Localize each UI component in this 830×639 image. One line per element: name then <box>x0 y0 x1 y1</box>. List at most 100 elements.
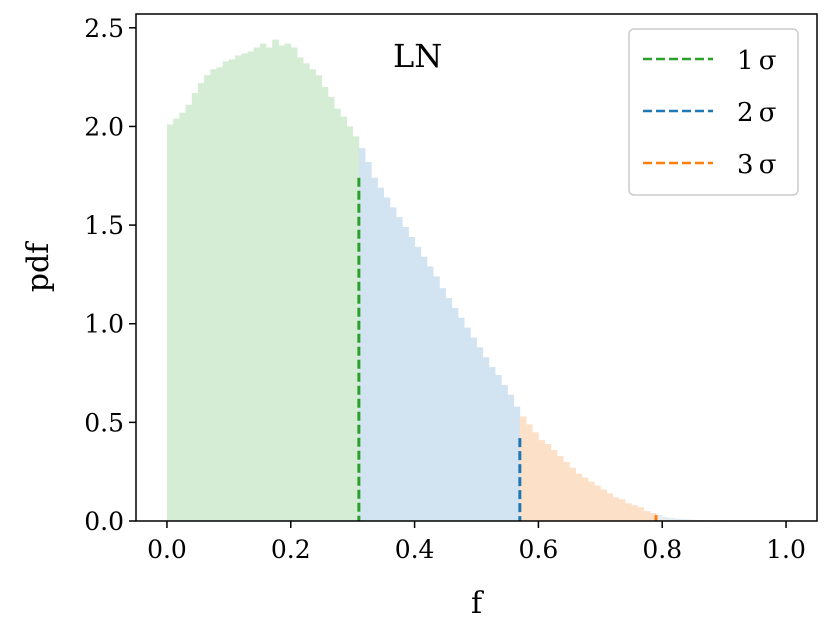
histogram-bar <box>414 246 422 521</box>
histogram-bar <box>340 116 347 522</box>
x-tick-label: 0.8 <box>642 535 682 564</box>
x-tick-label: 0.4 <box>395 535 435 564</box>
histogram-bar <box>594 485 601 521</box>
histogram-bar <box>569 467 576 521</box>
legend-label: 1 σ <box>737 46 776 76</box>
histogram-bar <box>464 327 471 521</box>
histogram-bar <box>377 187 385 521</box>
y-axis-ticks: 0.0 0.5 1.0 1.5 2.0 2.5 <box>84 14 136 536</box>
histogram-bar <box>210 69 217 521</box>
histogram-bar <box>396 217 403 521</box>
histogram-bar <box>612 497 620 521</box>
histogram-bar <box>501 384 508 521</box>
histogram-bar <box>185 104 193 522</box>
histogram-bar <box>445 298 453 521</box>
histogram-bar <box>575 473 583 521</box>
histogram-bar <box>309 69 316 521</box>
histogram-bar <box>476 347 484 521</box>
histogram-bar <box>625 503 632 521</box>
histogram-bar <box>235 55 242 522</box>
histogram-bar <box>680 519 688 521</box>
histogram-bar <box>618 499 626 521</box>
histogram-bar <box>581 477 589 521</box>
histogram-bar <box>686 519 694 521</box>
legend-box <box>628 28 799 196</box>
y-axis-label: pdf <box>21 241 56 292</box>
histogram-bar <box>408 236 415 521</box>
histogram-bar <box>433 276 440 521</box>
histogram-bar <box>266 47 273 522</box>
histogram-bar <box>482 357 490 521</box>
y-tick-label: 2.5 <box>84 14 124 43</box>
histogram-bar <box>470 337 477 521</box>
x-axis-ticks: 0.0 0.2 0.4 0.6 0.8 1.0 <box>147 521 806 564</box>
histogram-bar <box>532 432 539 521</box>
histogram-bar <box>495 375 502 521</box>
histogram-bar <box>451 307 459 521</box>
x-tick-label: 1.0 <box>766 535 806 564</box>
x-tick-label: 0.0 <box>147 535 187 564</box>
histogram-bar <box>600 489 607 521</box>
histogram-bar <box>519 416 527 521</box>
histogram-bar <box>179 112 186 522</box>
histogram-bar <box>556 455 564 521</box>
histogram-bar <box>365 161 372 521</box>
histogram-bar <box>334 108 341 522</box>
legend: 1 σ 2 σ 3 σ <box>628 28 799 196</box>
histogram-bar <box>315 75 323 521</box>
histogram-bar <box>346 126 354 521</box>
histogram-bars <box>166 39 787 522</box>
histogram-bar <box>389 207 397 521</box>
legend-label: 3 σ <box>737 150 776 180</box>
histogram-bar <box>674 518 682 521</box>
histogram-bar <box>507 394 515 521</box>
histogram-bar <box>526 424 533 521</box>
histogram-bar <box>631 505 638 521</box>
histogram-bar <box>241 53 248 521</box>
histogram-bar <box>420 256 428 521</box>
histogram-bar <box>247 51 255 522</box>
histogram-bar <box>278 45 285 521</box>
histogram-bar <box>204 75 211 521</box>
histogram-bar <box>637 507 645 521</box>
x-axis-label: f <box>471 586 484 621</box>
chart-annotation: LN <box>393 37 442 75</box>
histogram-bar <box>216 67 224 522</box>
histogram-bar <box>191 92 199 521</box>
legend-label: 2 σ <box>737 98 776 128</box>
histogram-bar <box>668 518 676 521</box>
histogram-bar <box>643 511 651 521</box>
histogram-bar <box>303 63 310 522</box>
x-tick-label: 0.6 <box>519 535 559 564</box>
histogram-bar <box>259 43 267 522</box>
sigma-threshold-lines <box>357 177 658 521</box>
histogram-bar <box>358 148 366 521</box>
histogram-bar <box>656 515 663 521</box>
histogram-bar <box>173 118 180 521</box>
histogram-bar <box>383 197 391 521</box>
histogram-bar <box>550 449 558 521</box>
histogram-bar <box>222 61 230 521</box>
histogram-bar <box>352 136 360 521</box>
histogram-bar <box>402 227 409 522</box>
y-tick-label: 2.0 <box>84 112 124 141</box>
histogram-bar <box>662 517 669 521</box>
histogram-bar <box>649 513 657 521</box>
y-tick-label: 1.5 <box>84 211 124 240</box>
histogram-bar <box>296 57 304 521</box>
y-tick-label: 0.5 <box>84 408 124 437</box>
histogram-bar <box>513 406 521 521</box>
histogram-bar <box>439 288 446 521</box>
histogram-bar <box>457 317 465 521</box>
histogram-bar <box>284 43 292 522</box>
histogram-bar <box>371 177 378 521</box>
histogram-bar <box>321 86 329 521</box>
plot-frame <box>135 13 818 522</box>
histogram-bar <box>587 481 595 521</box>
histogram-bar <box>290 47 298 522</box>
histogram-bar <box>544 444 552 521</box>
histogram-bar <box>253 47 261 522</box>
y-tick-label: 1.0 <box>84 310 124 339</box>
histogram-bar <box>197 83 205 521</box>
